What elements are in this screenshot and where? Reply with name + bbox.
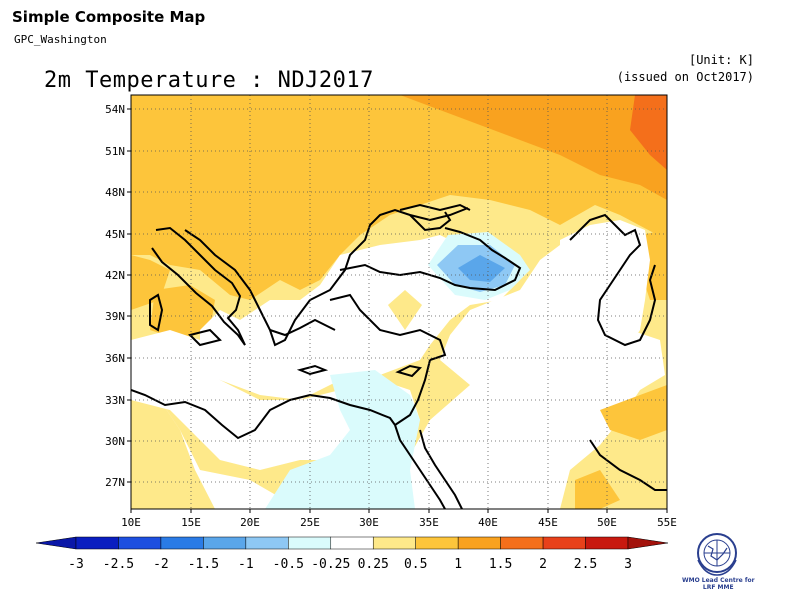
turkey-south-coast [329,293,447,361]
app-title: Simple Composite Map [12,8,206,26]
colorbar-label: 1.5 [489,557,512,572]
anomaly-shading [131,95,667,509]
source-label: GPC_Washington [14,33,107,46]
lat-label: 36N [105,352,125,365]
region-yellow-orange-south2 [150,285,215,340]
crimea [409,211,452,232]
region-yellow-orange [131,95,667,300]
unit-label: [Unit: K] [688,53,754,67]
region-yellow-orange-iran [600,385,667,440]
colorbar-label: 2 [539,557,547,572]
colorbar-label: -3 [68,557,84,572]
logo-line-1: WMO Lead Centre for [682,577,755,584]
colorbar-label: -2 [153,557,169,572]
region-yellow-orange-arabia [575,470,620,509]
lat-label: 54N [105,103,125,116]
lon-label: 30E [359,516,379,529]
lat-label: 51N [105,145,125,158]
colorbar-swatch [75,536,119,550]
lat-labels: 54N 51N 48N 45N 42N 39N 36N 33N 30N 27N [105,103,125,489]
lat-label: 42N [105,269,125,282]
colorbar-label: 1 [454,557,462,572]
persian-gulf [589,439,667,491]
colorbar-swatch [203,536,247,550]
colorbar-swatch [245,536,289,550]
italy-coast [151,226,246,346]
lon-label: 40E [478,516,498,529]
wmo-logo-caption: WMO Lead Centre for LRF MME [682,577,755,591]
lon-label: 10E [121,516,141,529]
colorbar-arrow-left [35,536,77,550]
colorbar-label: 0.5 [404,557,427,572]
lon-label: 25E [300,516,320,529]
colorbar-swatch [330,536,374,550]
red-sea-west [394,424,446,509]
issued-label: (issued on Oct2017) [616,70,754,84]
lon-label: 20E [240,516,260,529]
balkan-coast [184,207,469,347]
lat-label: 30N [105,435,125,448]
colorbar-label: -1.5 [188,557,219,572]
colorbar-label: -0.25 [311,557,350,572]
region-near-normal-caspian [560,220,650,345]
colorbar-swatch [457,536,501,550]
sicily [188,328,222,347]
colorbar-label: -1 [238,557,254,572]
colorbar-swatch [160,536,204,550]
colorbar-label: 2.5 [574,557,597,572]
wmo-logo-icon [697,533,737,576]
lon-label: 35E [419,516,439,529]
north-africa-coast [131,389,396,440]
lat-label: 48N [105,186,125,199]
colorbar: -3 -2.5 -2 -1.5 -1 -0.5 -0.25 0.25 0.5 1 1.5 2 2.5 3 [35,536,669,572]
region-light-yellow-anatolia [388,290,422,330]
colorbar-swatch [415,536,459,550]
lon-label: 45E [538,516,558,529]
colorbar-swatch [585,536,629,550]
lon-label: 50E [597,516,617,529]
lon-label: 15E [181,516,201,529]
map-title: 2m Temperature : NDJ2017 [44,68,374,93]
sardinia [149,293,164,332]
colorbar-label: 0.25 [358,557,389,572]
colorbar-label: -0.5 [273,557,304,572]
colorbar-swatch [118,536,162,550]
levant-coast [394,359,431,426]
region-orange [400,95,667,200]
coastlines [131,203,667,509]
region-light-yellow-west [131,390,215,509]
lat-label: 27N [105,476,125,489]
colorbar-swatch [288,536,332,550]
map-frame [130,94,668,510]
axis-ticks [127,108,668,513]
colorbar-label: -2.5 [103,557,134,572]
lat-label: 45N [105,228,125,241]
lon-labels: 10E 15E 20E 25E 30E 35E 40E 45E 50E 55E [121,516,677,529]
aegean [269,318,336,337]
colorbar-swatch [372,536,416,550]
colorbar-swatch [500,536,544,550]
region-light-cyan [265,370,420,509]
colorbar-swatch [542,536,586,550]
caspian-sea [569,213,657,347]
northern-coast [399,203,471,212]
gridlines [131,95,667,509]
cyprus [395,364,423,378]
region-medium-blue [458,255,505,282]
colorbar-arrow-right [627,536,669,550]
lat-label: 39N [105,310,125,323]
lat-label: 33N [105,394,125,407]
black-sea-south [339,227,522,292]
red-sea-east [419,429,463,509]
colorbar-label: 3 [624,557,632,572]
region-dark-orange [630,95,667,170]
lon-label: 55E [657,516,677,529]
logo-line-2: LRF MME [702,584,734,591]
